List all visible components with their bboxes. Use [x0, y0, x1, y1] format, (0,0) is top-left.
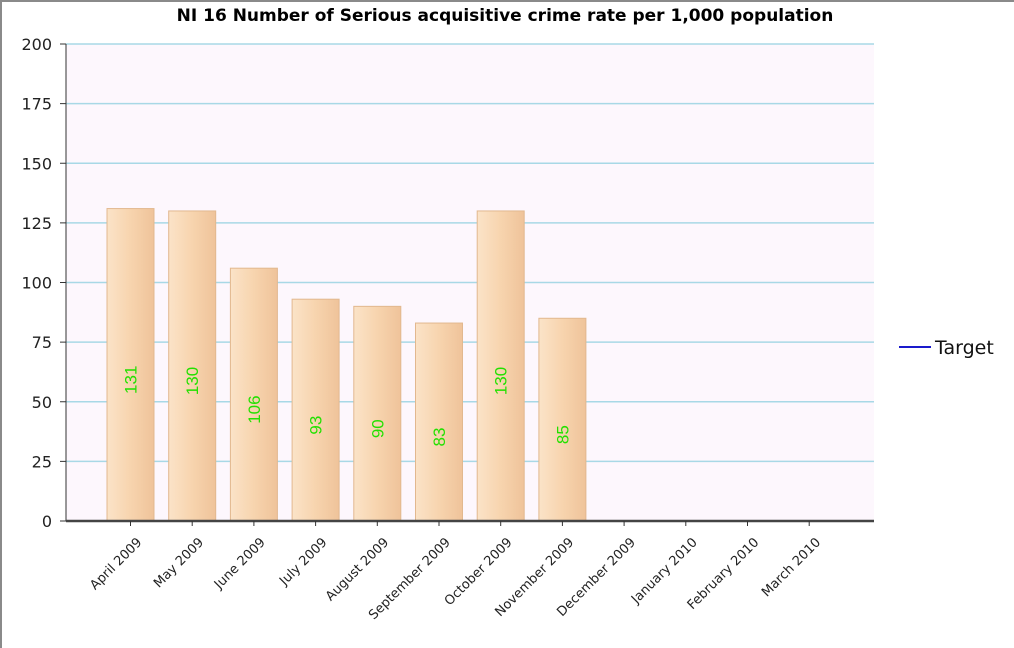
- bar: [229, 267, 278, 522]
- bar: [415, 322, 463, 522]
- y-tick-label: 125: [21, 214, 52, 233]
- bar: [538, 317, 587, 522]
- y-axis: 0 25 50 75 100 125 150 175 200: [21, 35, 67, 531]
- bar: [106, 208, 155, 522]
- y-tick-label: 75: [32, 333, 52, 352]
- bar: [168, 210, 217, 522]
- bar: [476, 210, 525, 522]
- x-tick-label: June 2009: [211, 535, 269, 593]
- legend-label-target: Target: [934, 337, 994, 359]
- y-tick-label: 25: [32, 452, 52, 471]
- x-tick-label: April 2009: [87, 535, 145, 593]
- legend: Target: [899, 337, 994, 359]
- bar-value-label: 131: [122, 366, 141, 394]
- chart-title: NI 16 Number of Serious acquisitive crim…: [176, 6, 834, 26]
- x-tick-label: August 2009: [323, 535, 392, 604]
- x-tick-label: March 2010: [759, 535, 824, 600]
- y-tick-label: 50: [32, 393, 52, 412]
- y-tick-label: 200: [21, 35, 52, 54]
- bar-value-label: 90: [368, 419, 387, 438]
- bar-value-label: 93: [307, 416, 326, 435]
- bar-value-label: 83: [430, 428, 449, 447]
- y-tick-label: 100: [21, 274, 52, 293]
- y-tick-label: 0: [42, 512, 52, 531]
- y-tick-label: 150: [21, 154, 52, 173]
- bar-value-label: 85: [553, 425, 572, 444]
- bar-value-label: 130: [492, 367, 511, 395]
- x-tick-label: May 2009: [151, 535, 207, 591]
- bar: [291, 298, 340, 522]
- bars: 131 130 106 93 90 83 130 85: [106, 208, 587, 522]
- bar: [353, 305, 402, 522]
- x-axis: April 2009 May 2009 June 2009 July 2009Augu…: [66, 519, 874, 623]
- y-tick-label: 175: [21, 95, 52, 114]
- bar-value-label: 106: [245, 395, 264, 423]
- bar-value-label: 130: [183, 367, 202, 395]
- x-tick-label: July 2009: [276, 535, 330, 589]
